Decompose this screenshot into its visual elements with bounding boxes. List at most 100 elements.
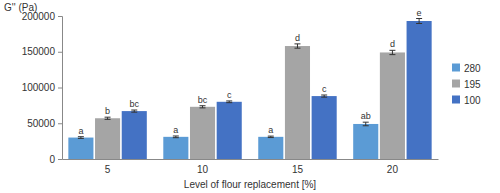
y-tick: 100000 [22, 82, 62, 93]
x-tick: 5 [105, 159, 111, 175]
bar [353, 124, 378, 159]
error-bar [200, 106, 206, 108]
y-tick: 150000 [22, 46, 62, 57]
x-tick: 20 [387, 159, 399, 175]
error-cap [173, 137, 179, 138]
y-tick-mark [58, 159, 62, 160]
significance-letter: c [227, 90, 232, 100]
error-cap [105, 119, 111, 120]
error-stem [297, 44, 298, 48]
x-tick-label: 10 [197, 164, 209, 175]
y-tick-label: 150000 [22, 46, 56, 57]
letters: a a a ab b bc d d bc c c e [78, 8, 421, 136]
error-cap [389, 50, 395, 51]
y-tick: 50000 [27, 118, 62, 129]
significance-letter: a [268, 125, 273, 135]
y-tick-mark [58, 88, 62, 89]
error-stem [365, 122, 366, 126]
error-bar [294, 44, 300, 48]
error-cap [268, 136, 274, 137]
bar [258, 137, 283, 159]
error-cap [226, 100, 232, 101]
x-tick-label: 15 [292, 164, 304, 175]
bar [285, 46, 310, 159]
significance-letter: c [322, 84, 327, 94]
legend-item: 280 [452, 63, 481, 74]
error-cap [294, 43, 300, 44]
series [95, 44, 405, 159]
error-cap [173, 135, 179, 136]
error-cap [321, 95, 327, 96]
y-axis-line [58, 17, 63, 160]
error-cap [200, 105, 206, 106]
error-cap [363, 125, 369, 126]
significance-letter: b [105, 106, 110, 116]
significance-letter: d [390, 39, 395, 49]
error-cap [200, 107, 206, 108]
x-tick-label: 20 [387, 164, 399, 175]
error-cap [294, 48, 300, 49]
error-stem [419, 19, 420, 24]
error-bar [173, 136, 179, 138]
y-tick: 0 [49, 154, 62, 165]
error-cap [78, 138, 84, 139]
x-axis-line [63, 159, 439, 160]
y-axis: 050000100000150000200000 [22, 11, 63, 165]
significance-letter: bc [130, 99, 140, 109]
legend-swatch [452, 80, 460, 88]
x-tick-label: 5 [105, 164, 111, 175]
error-stem [392, 50, 393, 54]
significance-letter: bc [198, 95, 208, 105]
x-axis-title: Level of flour replacement [%] [184, 179, 317, 190]
error-bar [105, 117, 111, 119]
error-bar [321, 95, 327, 97]
y-tick-mark [58, 52, 62, 53]
bar [312, 96, 337, 159]
x-axis: 5 10 15 20 [63, 159, 439, 175]
y-axis-title: G'' (Pa) [4, 2, 37, 13]
bar [217, 102, 242, 159]
error-bar [363, 122, 369, 126]
legend-swatch [452, 64, 460, 72]
bar [163, 137, 188, 159]
significance-letter: d [295, 33, 300, 43]
error-cap [321, 97, 327, 98]
bar [407, 21, 432, 159]
error-cap [78, 136, 84, 137]
error-bar [131, 110, 137, 112]
error-cap [131, 112, 137, 113]
error-cap [131, 110, 137, 111]
legend-item: 195 [452, 79, 481, 90]
error-bar [226, 101, 232, 103]
error-cap [268, 137, 274, 138]
x-tick: 15 [292, 159, 304, 175]
y-tick-label: 50000 [27, 118, 55, 129]
error-cap [389, 54, 395, 55]
y-tick-mark [58, 123, 62, 124]
significance-letter: a [173, 125, 178, 135]
plot: 0500001000001500002000005101520aaaabbbcd… [22, 8, 439, 175]
bar [95, 118, 120, 159]
bar [68, 138, 93, 159]
significance-letter: e [417, 8, 422, 18]
y-tick-mark [58, 16, 62, 17]
legend-label: 280 [464, 63, 481, 74]
x-tick: 10 [197, 159, 209, 175]
bar [380, 52, 405, 159]
series [122, 19, 432, 159]
legend-item: 100 [452, 95, 481, 106]
bar [190, 107, 215, 159]
error-cap [416, 18, 422, 19]
error-cap [105, 117, 111, 118]
significance-letter: a [78, 126, 83, 136]
error-cap [416, 23, 422, 24]
y-tick-label: 100000 [22, 82, 56, 93]
bars [68, 19, 431, 159]
legend-swatch [452, 96, 460, 104]
significance-letter: ab [361, 111, 371, 121]
bar [122, 111, 147, 159]
y-tick-label: 0 [49, 154, 55, 165]
error-bar [78, 137, 84, 139]
legend-label: 100 [464, 95, 481, 106]
error-cap [226, 102, 232, 103]
